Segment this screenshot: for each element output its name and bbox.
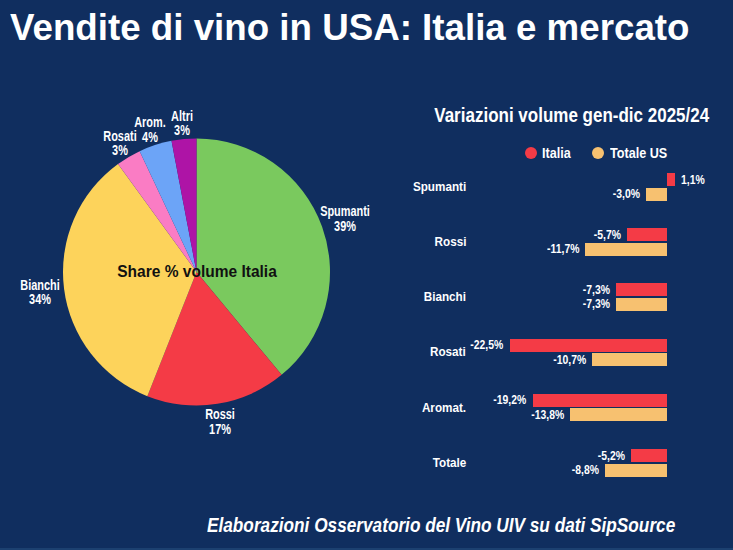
pie-label-bianchi: Bianchi34% (14, 277, 65, 306)
bar-value-label: -8,8% (572, 463, 599, 477)
bar-value-label: -13,8% (531, 408, 564, 422)
source-caption: Elaborazioni Osservatorio del Vino UIV s… (207, 514, 675, 535)
bar-rossi-italia (627, 228, 667, 241)
bar-totale-totale-us (605, 464, 667, 477)
pie-label-spumanti: Spumanti39% (313, 204, 377, 233)
bar-aromat-italia (533, 394, 667, 407)
legend-label-totale-us: Totale US (610, 146, 667, 160)
legend-label-italia: Italia (542, 146, 571, 160)
infographic-canvas: Vendite di vino in USA: Italia e mercato… (0, 0, 733, 550)
bar-category-label-totale: Totale (432, 454, 466, 472)
bar-category-label-bianchi: Bianchi (424, 288, 466, 306)
bar-value-label: -10,7% (553, 353, 586, 367)
bar-rosati-totale-us (592, 353, 667, 366)
bar-value-label: -3,0% (613, 187, 640, 201)
bar-rosati-italia (510, 339, 668, 352)
legend-dot-italia (525, 147, 537, 159)
bar-value-label: -7,3% (583, 297, 610, 311)
bar-bianchi-italia (616, 283, 667, 296)
pie-center-label: Share % volume Italia (115, 263, 280, 281)
bar-rossi-totale-us (585, 243, 667, 256)
bar-spumanti-italia (667, 173, 675, 186)
bar-chart-title: Variazioni volume gen-dic 2025/24 (410, 105, 722, 125)
bar-value-label: -22,5% (471, 338, 504, 352)
bar-category-label-rosati: Rosati (430, 343, 466, 361)
bar-aromat-totale-us (570, 408, 667, 421)
bar-category-label-aromat: Aromat. (422, 399, 466, 417)
bar-value-label: -5,2% (597, 449, 624, 463)
pie-label-rossi: Rossi17% (201, 407, 239, 436)
legend-dot-totale-us (592, 147, 604, 159)
bar-value-label: -5,7% (594, 228, 621, 242)
bar-value-label: -11,7% (547, 242, 579, 256)
bar-spumanti-totale-us (646, 188, 667, 201)
bar-value-label: -19,2% (494, 393, 527, 407)
bar-value-label: 1,1% (681, 173, 705, 187)
bar-category-label-rossi: Rossi (434, 233, 466, 251)
pie-label-altri: Altri3% (168, 108, 196, 137)
bar-value-label: -7,3% (583, 283, 610, 297)
pie-label-arom: Arom.4% (130, 115, 170, 144)
bar-category-label-spumanti: Spumanti (413, 178, 466, 196)
bar-totale-italia (631, 449, 667, 462)
bar-bianchi-totale-us (616, 298, 667, 311)
